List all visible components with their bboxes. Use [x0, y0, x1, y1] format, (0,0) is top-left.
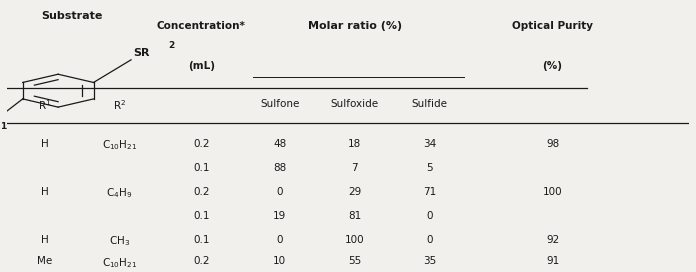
- Text: 0.1: 0.1: [193, 235, 209, 245]
- Text: 0.2: 0.2: [193, 139, 209, 149]
- Text: Sulfide: Sulfide: [412, 99, 448, 109]
- Text: H: H: [40, 235, 48, 245]
- Text: 88: 88: [273, 163, 287, 173]
- Text: 0: 0: [427, 235, 433, 245]
- Text: 34: 34: [423, 139, 436, 149]
- Text: $\mathregular{R^1}$: $\mathregular{R^1}$: [38, 99, 51, 113]
- Text: 0.2: 0.2: [193, 256, 209, 266]
- Text: 7: 7: [351, 163, 358, 173]
- Text: Sulfone: Sulfone: [260, 99, 299, 109]
- Text: 0: 0: [427, 211, 433, 221]
- Text: 5: 5: [427, 163, 433, 173]
- Text: 35: 35: [423, 256, 436, 266]
- Text: 81: 81: [348, 211, 361, 221]
- Text: Optical Purity: Optical Purity: [512, 21, 593, 31]
- Text: $\mathregular{R^2}$: $\mathregular{R^2}$: [113, 99, 126, 113]
- Text: $\mathregular{C_{10}H_{21}}$: $\mathregular{C_{10}H_{21}}$: [102, 139, 137, 153]
- Text: 100: 100: [345, 235, 365, 245]
- Text: H: H: [40, 187, 48, 197]
- Text: $\mathregular{C_{10}H_{21}}$: $\mathregular{C_{10}H_{21}}$: [102, 256, 137, 270]
- Text: 0.1: 0.1: [193, 163, 209, 173]
- Text: 2: 2: [168, 41, 175, 50]
- Text: 48: 48: [273, 139, 287, 149]
- Text: 0.2: 0.2: [193, 187, 209, 197]
- Text: Substrate: Substrate: [41, 11, 102, 21]
- Text: 0: 0: [276, 187, 283, 197]
- Text: $\mathregular{CH_3}$: $\mathregular{CH_3}$: [109, 235, 130, 248]
- Text: 0.1: 0.1: [193, 211, 209, 221]
- Text: H: H: [40, 139, 48, 149]
- Text: (mL): (mL): [188, 61, 215, 71]
- Text: 10: 10: [274, 256, 286, 266]
- Text: 1: 1: [0, 122, 6, 131]
- Text: 18: 18: [348, 139, 361, 149]
- Text: 91: 91: [546, 256, 560, 266]
- Text: SR: SR: [133, 48, 150, 58]
- Text: Concentration*: Concentration*: [157, 21, 246, 31]
- Text: 29: 29: [348, 187, 361, 197]
- Text: Molar ratio (%): Molar ratio (%): [308, 21, 402, 31]
- Text: $\mathregular{C_4H_9}$: $\mathregular{C_4H_9}$: [106, 187, 133, 200]
- Text: 100: 100: [543, 187, 562, 197]
- Text: 55: 55: [348, 256, 361, 266]
- Text: 19: 19: [273, 211, 287, 221]
- Text: 0: 0: [276, 235, 283, 245]
- Text: (%): (%): [543, 61, 562, 71]
- Text: 92: 92: [546, 235, 560, 245]
- Text: Sulfoxide: Sulfoxide: [331, 99, 379, 109]
- Text: 71: 71: [423, 187, 436, 197]
- Text: Me: Me: [37, 256, 52, 266]
- Text: 98: 98: [546, 139, 560, 149]
